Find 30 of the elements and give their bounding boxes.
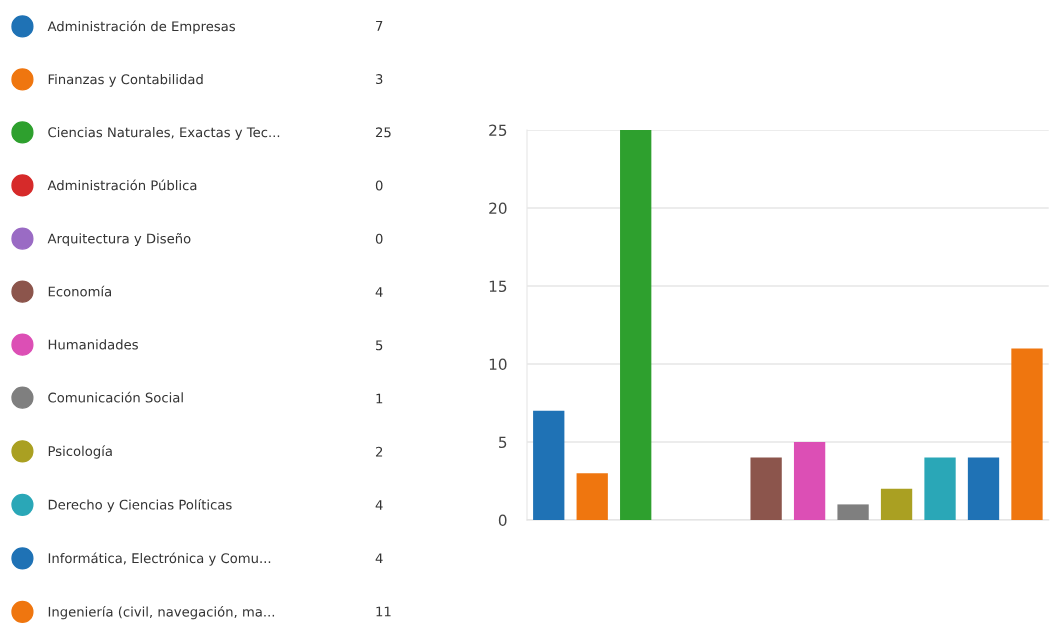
legend-label: Economía <box>48 285 112 297</box>
legend-label: Ciencias Naturales, Exactas y Tec... <box>48 127 280 140</box>
legend-label: Humanidades <box>48 339 138 350</box>
y-tick-label: 25 <box>489 124 507 137</box>
legend-label: Comunicación Social <box>48 391 183 403</box>
text: 25 <box>375 127 391 138</box>
y-tick-label: 10 <box>489 358 507 371</box>
text: 7 <box>376 21 383 31</box>
text: 1 <box>376 393 383 404</box>
y-tick-label: 15 <box>489 280 507 293</box>
legend-label: Arquitectura y Diseño <box>47 233 191 247</box>
text: 0 <box>375 180 383 191</box>
legend-label: Finanzas y Contabilidad <box>48 74 203 87</box>
legend-label: Administración de Empresas <box>47 20 236 34</box>
text: 4 <box>375 287 383 297</box>
y-tick-label: 5 <box>499 436 507 449</box>
legend-label: Ingeniería (civil, navegación, ma... <box>48 605 275 620</box>
legend-label: Administración Pública <box>47 179 197 191</box>
text: 11 <box>376 606 391 617</box>
legend-label: Derecho y Ciencias Políticas <box>48 498 232 513</box>
text: 5 <box>376 340 383 351</box>
text: 4 <box>375 500 383 510</box>
y-tick-label: 0 <box>498 514 507 527</box>
text: 0 <box>375 233 383 244</box>
text: 4 <box>375 553 383 564</box>
legend-label: Psicología <box>48 445 112 459</box>
legend-label: Informática, Electrónica y Comu... <box>48 552 271 566</box>
text: 2 <box>375 446 383 457</box>
text: 3 <box>376 74 383 85</box>
y-tick-label: 20 <box>489 202 507 215</box>
